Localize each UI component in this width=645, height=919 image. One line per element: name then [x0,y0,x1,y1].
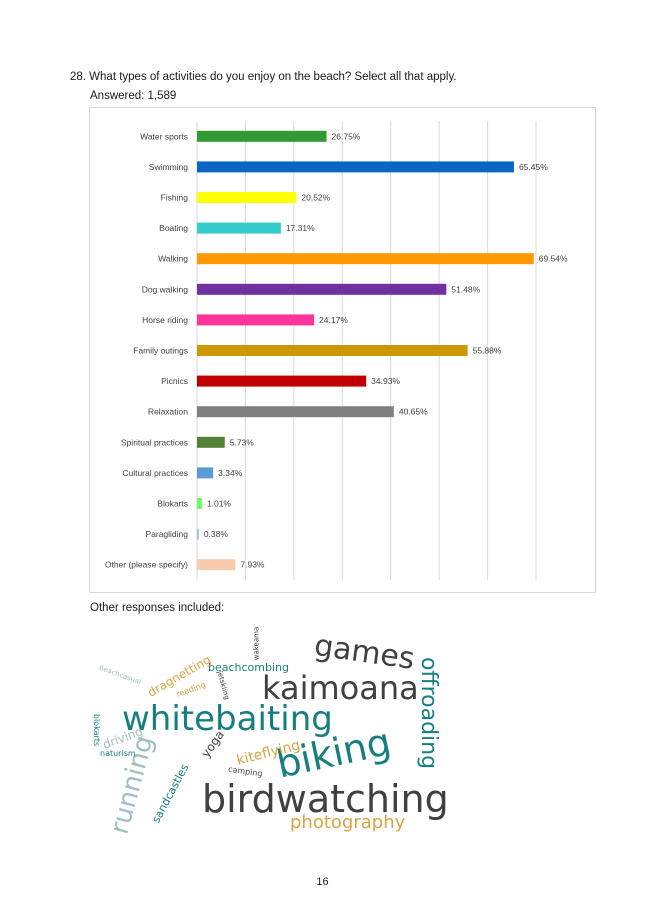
word-kaimoana: kaimoana [262,669,419,707]
question-text: 28. What types of activities do you enjo… [70,71,457,83]
bar [197,406,394,418]
bar [197,222,281,234]
data-label: 5.73% [230,437,255,447]
category-label: Blokarts [157,499,188,509]
bar [197,314,315,326]
data-label: 17.31% [286,223,315,233]
data-label: 26.75% [332,131,361,141]
word-jetskiing: jetskiing [215,670,231,701]
data-label: 24.17% [319,315,348,325]
word-offroading: offroading [416,656,442,770]
category-label: Other (please specify) [105,560,188,570]
category-label: Picnics [161,376,188,386]
bar-chart-svg: Water sports 26.75% Swimming 65.45% Fishing 2… [105,121,568,580]
word-beachcombing: beachcombing [208,661,289,674]
answered-count: Answered: 1,589 [90,90,177,102]
data-label: 65.45% [519,162,548,172]
bar [197,192,297,203]
bar [197,345,468,356]
category-label: Relaxation [148,407,188,417]
category-label: Family outings [133,346,188,356]
word-naturism: naturism [100,749,136,758]
category-label: Walking [158,254,188,264]
data-label: 40.65% [399,407,428,417]
bar [197,467,214,479]
word-sandcastles: sandcastles [149,761,192,826]
data-label: 7.93% [240,560,265,570]
category-label: Boating [159,223,188,233]
category-label: Dog walking [142,284,189,294]
bar [197,161,514,173]
data-label: 69.54% [539,254,568,264]
bar [197,253,534,265]
word-photography: photography [290,812,406,833]
word-reading: reading [175,680,207,699]
bar-chart: Water sports 26.75% Swimming 65.45% Fishing 2… [89,107,596,593]
category-label: Spiritual practices [121,437,188,447]
bar [197,498,202,509]
category-label: Paragliding [145,529,188,539]
category-label: Water sports [140,131,188,141]
data-label: 3.34% [218,468,243,478]
data-label: 1.01% [207,499,232,509]
data-label: 0.38% [204,529,229,539]
bar [197,528,199,540]
category-label: Swimming [149,162,188,172]
data-label: 55.88% [473,346,502,356]
bar [197,283,447,295]
category-label: Fishing [161,193,189,203]
category-label: Horse riding [142,315,188,325]
other-responses-label: Other responses included: [90,602,225,614]
bar [197,130,327,142]
category-label: Cultural practices [122,468,188,478]
data-label: 20.52% [301,193,330,203]
word-blokarts: blokarts [92,713,102,747]
word-wakeama: wakeama [252,626,261,661]
bar [197,436,225,448]
data-label: 51.48% [451,284,480,294]
word-cloud: birdwatching whitebaiting kaimoana bikin… [90,622,460,852]
bar [197,559,236,571]
data-label: 34.93% [371,376,400,386]
word-birdwatching: birdwatching [202,777,449,821]
bar [197,375,367,387]
word-whitebaiting: whitebaiting [122,699,333,739]
page-number: 16 [316,876,329,888]
word-beachcasual: beachcasual [98,663,143,687]
